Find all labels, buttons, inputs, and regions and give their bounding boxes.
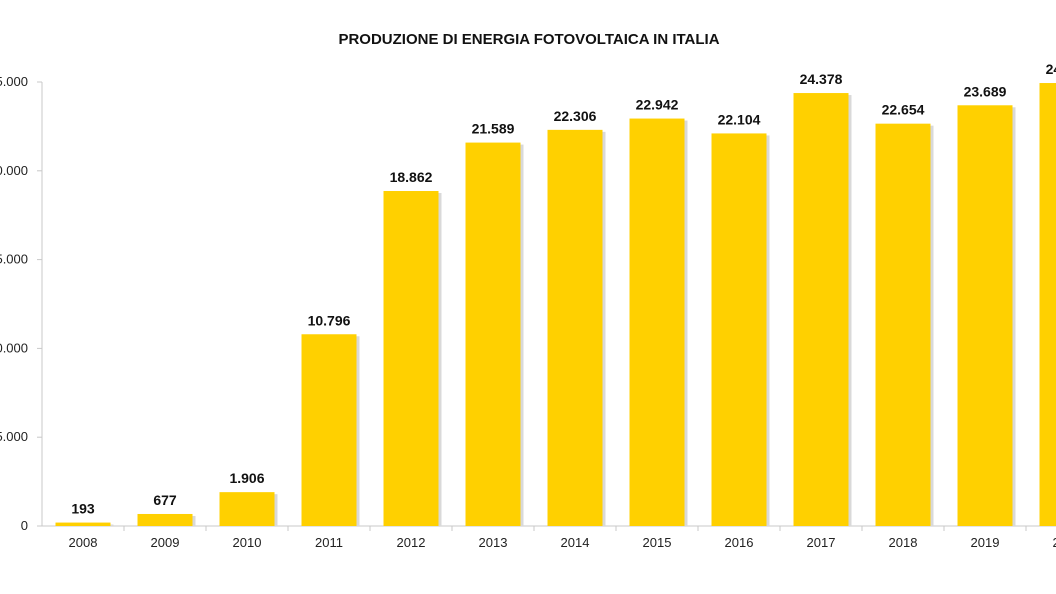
x-tick-label: 2013 (479, 535, 508, 550)
x-tick-label: 2008 (69, 535, 98, 550)
data-label: 193 (71, 501, 95, 517)
bar-2020 (1039, 83, 1056, 526)
data-label: 22.104 (718, 111, 761, 127)
x-tick-label: 2019 (971, 535, 1000, 550)
x-tick-label: 2009 (151, 535, 180, 550)
data-label: 18.862 (390, 169, 433, 185)
x-tick-label: 2020 (1053, 535, 1056, 550)
data-label: 677 (153, 492, 177, 508)
bar-2015 (629, 118, 685, 526)
bar-2011 (301, 334, 357, 526)
data-label: 10.796 (308, 312, 351, 328)
chart-title: PRODUZIONE DI ENERGIA FOTOVOLTAICA IN IT… (338, 31, 719, 48)
y-tick-label: 5.000 (0, 429, 28, 444)
x-tick-label: 2017 (807, 535, 836, 550)
data-label: 1.906 (229, 470, 264, 486)
x-tick-label: 2012 (397, 535, 426, 550)
bar-2009 (137, 513, 193, 526)
x-tick-label: 2015 (643, 535, 672, 550)
data-label: 22.942 (636, 97, 679, 113)
x-tick-label: 2010 (233, 535, 262, 550)
y-tick-label: 10.000 (0, 340, 28, 355)
y-tick-label: 25.000 (0, 74, 28, 89)
bar-2017 (793, 93, 849, 526)
bar-2016 (711, 133, 767, 526)
y-tick-label: 0 (21, 518, 28, 533)
y-tick-label: 15.000 (0, 252, 28, 267)
bar-2014 (547, 129, 603, 526)
x-tick-label: 2016 (725, 535, 754, 550)
data-label: 23.689 (964, 83, 1007, 99)
data-label: 24.942 (1046, 61, 1056, 77)
bar-2008 (55, 522, 111, 526)
bar-2018 (875, 123, 931, 526)
x-tick-label: 2014 (561, 535, 590, 550)
bar-2013 (465, 142, 521, 527)
data-label: 21.589 (472, 121, 515, 137)
data-label: 22.306 (554, 108, 597, 124)
data-label: 24.378 (800, 71, 843, 87)
y-tick-label: 20.000 (0, 163, 28, 178)
x-tick-label: 2011 (315, 535, 343, 550)
bar-2012 (383, 191, 439, 527)
bar-2010 (219, 492, 275, 526)
x-tick-label: 2018 (889, 535, 918, 550)
bar-2019 (957, 105, 1013, 527)
data-label: 22.654 (882, 102, 925, 118)
